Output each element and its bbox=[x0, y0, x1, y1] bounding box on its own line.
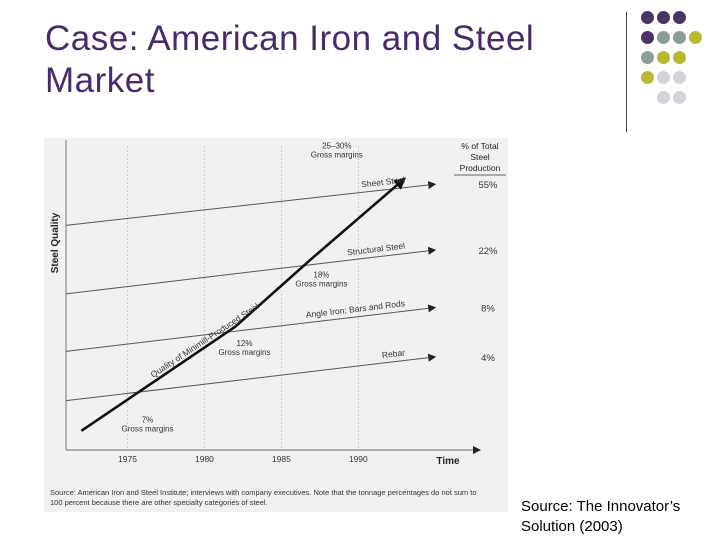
gross-margin-annotation: 12% Gross margins bbox=[218, 339, 270, 357]
slide-caption: Source: The Innovator’s Solution (2003) bbox=[521, 498, 681, 535]
production-share-label: 55% bbox=[478, 180, 498, 191]
decorative-dot bbox=[641, 71, 654, 84]
x-tick-label: 1985 bbox=[272, 454, 291, 464]
decorative-dot bbox=[673, 51, 686, 64]
decorative-dot bbox=[641, 31, 654, 44]
decorative-dot bbox=[641, 11, 654, 24]
market-tier-line bbox=[65, 353, 437, 402]
x-tick-label: 1975 bbox=[118, 454, 137, 464]
production-share-label: 4% bbox=[481, 353, 495, 364]
decorative-dot bbox=[673, 11, 686, 24]
decorative-dot bbox=[689, 31, 702, 44]
chart-source-note: Source: American Iron and Steel Institut… bbox=[50, 488, 477, 507]
right-header: % of Total Steel Production bbox=[460, 141, 501, 173]
market-tier-label: Sheet Steel bbox=[361, 175, 406, 190]
decorative-dot bbox=[673, 71, 686, 84]
minimill-trajectory-line bbox=[80, 177, 407, 432]
market-tier-line bbox=[65, 246, 437, 295]
decorative-dot bbox=[673, 31, 686, 44]
market-tier-line bbox=[65, 181, 437, 226]
decorative-dot bbox=[673, 91, 686, 104]
market-tier-label: Rebar bbox=[381, 347, 405, 360]
gross-margin-annotation: 7% Gross margins bbox=[121, 416, 173, 434]
decorative-dot bbox=[657, 91, 670, 104]
decorative-dot bbox=[641, 51, 654, 64]
decorative-dot bbox=[657, 71, 670, 84]
y-axis-label: Steel Quality bbox=[50, 212, 61, 273]
market-tier-line bbox=[65, 304, 437, 352]
chart-panel: 1975 1980 1985 1990 Rebar 4% Angle Iron; Bars … bbox=[44, 138, 508, 512]
decorative-dot bbox=[657, 11, 670, 24]
production-share-label: 22% bbox=[478, 246, 498, 257]
x-tick-label: 1990 bbox=[349, 454, 368, 464]
x-axis-label: Time bbox=[436, 456, 460, 467]
decorative-dot bbox=[657, 31, 670, 44]
gross-margin-annotation: 18% Gross margins bbox=[295, 270, 347, 288]
gross-margin-annotation: 25–30% Gross margins bbox=[311, 142, 363, 160]
title-divider bbox=[626, 12, 627, 132]
x-tick-label: 1980 bbox=[195, 454, 214, 464]
decorative-dot-grid bbox=[636, 8, 720, 118]
decorative-dot bbox=[657, 51, 670, 64]
slide-title: Case: American Iron and Steel Market bbox=[45, 19, 535, 100]
production-share-label: 8% bbox=[481, 304, 495, 315]
